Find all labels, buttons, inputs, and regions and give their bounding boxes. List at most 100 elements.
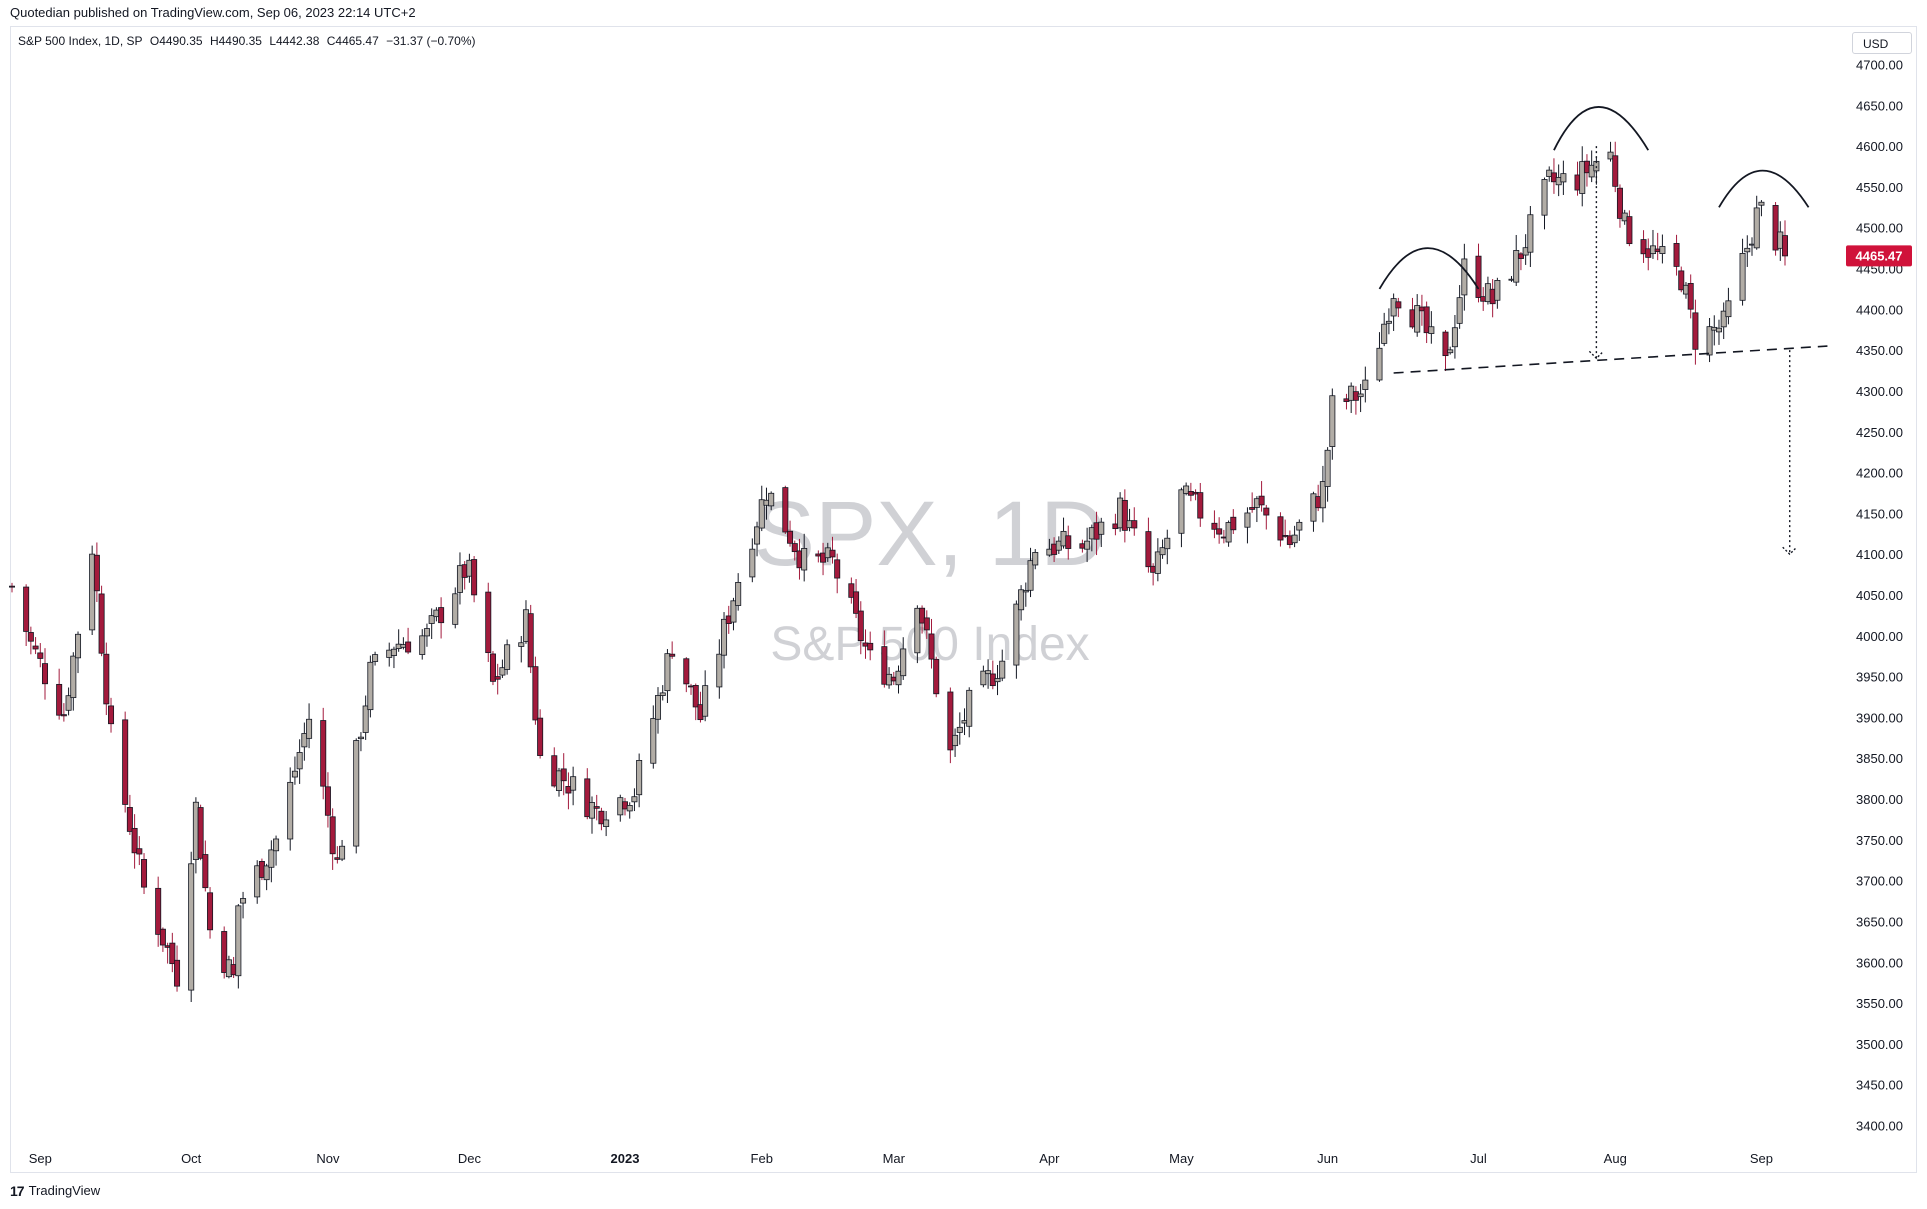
candle-body (159, 928, 166, 946)
legend-symbol[interactable]: S&P 500 Index, 1D, SP (18, 34, 143, 48)
candle-body (131, 827, 138, 854)
candle (1720, 302, 1727, 340)
candles (8, 141, 1789, 1002)
candle-body (1612, 155, 1619, 187)
candle-body (857, 610, 864, 642)
candle (23, 584, 30, 646)
candle-body (994, 678, 1001, 683)
candle-body (956, 726, 963, 733)
candle-body (221, 931, 228, 973)
candle (598, 807, 605, 831)
candle (626, 802, 633, 819)
candle (263, 863, 270, 891)
time-tick-label: Oct (181, 1151, 202, 1166)
price-tick-label: 4500.00 (1856, 221, 1903, 236)
pattern-arc[interactable] (1553, 106, 1650, 151)
candle (471, 556, 478, 603)
candle-body (1451, 327, 1458, 348)
time-tick-label: Dec (458, 1151, 482, 1166)
currency-button[interactable]: USD (1852, 32, 1912, 54)
candle-body (1296, 521, 1303, 531)
candle-body (263, 865, 270, 881)
candle-body (471, 559, 478, 596)
candle (527, 604, 534, 674)
candle (1197, 482, 1204, 527)
candle-body (1121, 499, 1128, 531)
candle (716, 639, 723, 699)
candle (650, 705, 657, 769)
candle (1178, 487, 1185, 548)
candle-body (867, 642, 874, 651)
candle (933, 656, 940, 698)
candle (914, 605, 921, 664)
candle-body (881, 646, 888, 685)
candle-body (37, 652, 44, 659)
candle (956, 712, 963, 745)
price-tick-label: 4400.00 (1856, 302, 1903, 317)
candle-body (999, 660, 1006, 679)
candle-body (324, 786, 331, 816)
candle (197, 804, 204, 861)
candle (8, 582, 15, 593)
chart-frame[interactable] (10, 26, 1917, 1173)
candle (857, 601, 864, 655)
candle-body (1324, 449, 1331, 487)
pattern-arc[interactable] (1378, 247, 1480, 290)
candle (1357, 383, 1364, 413)
candle-body (1154, 551, 1161, 574)
candle (169, 932, 176, 973)
candle-body (1164, 537, 1171, 550)
price-tick-label: 3600.00 (1856, 955, 1903, 970)
candle-body (914, 607, 921, 654)
candle-body (122, 719, 129, 805)
candle (952, 728, 959, 757)
candle-body (1159, 547, 1166, 556)
candlestick-chart[interactable]: SPX, 1D S&P 500 Index 3400.00 3450.00 3500… (0, 0, 1927, 1180)
candle (980, 665, 987, 688)
candle (853, 579, 860, 619)
price-tick-label: 4300.00 (1856, 384, 1903, 399)
candle (1513, 234, 1520, 286)
candle (560, 753, 567, 796)
candle-body (631, 796, 638, 803)
candle-body (8, 585, 15, 588)
candle-body (1018, 589, 1025, 611)
candle (419, 629, 426, 660)
candle (1249, 492, 1256, 513)
candle-body (1258, 495, 1265, 506)
price-tick-label: 3800.00 (1856, 792, 1903, 807)
price-tick-label: 3700.00 (1856, 874, 1903, 889)
candle (1541, 177, 1548, 230)
price-tick-label: 4150.00 (1856, 506, 1903, 521)
candle (131, 814, 138, 869)
candle-body (268, 849, 275, 868)
candle-body (787, 530, 794, 544)
price-tick-label: 3500.00 (1856, 1037, 1903, 1052)
candle-body (1447, 349, 1454, 354)
footer-branding[interactable]: 17 TradingView (10, 1180, 100, 1202)
time-axis[interactable]: Sep Oct Nov Dec 2023 Feb Mar Apr May Jun Jul Aug Sep (29, 1151, 1773, 1166)
candle (537, 709, 544, 759)
candle (494, 663, 501, 695)
candle (1376, 332, 1383, 382)
neckline-dashed[interactable] (1393, 345, 1828, 374)
candle-body (1362, 379, 1369, 390)
candle (1753, 195, 1760, 250)
candle (1616, 184, 1623, 228)
annotations[interactable] (1378, 106, 1828, 556)
pattern-arc[interactable] (1718, 169, 1810, 208)
candle (504, 639, 511, 675)
candle (1739, 238, 1746, 306)
candle (1725, 287, 1732, 325)
candle-body (329, 816, 336, 855)
price-axis[interactable]: 3400.00 3450.00 3500.00 3550.00 3600.00 3650.… (1856, 57, 1903, 1133)
candle (1447, 346, 1454, 355)
candle (136, 836, 143, 866)
candle (108, 697, 115, 733)
candle-body (659, 692, 666, 696)
candle-body (1084, 540, 1091, 550)
candle (603, 811, 610, 837)
candle-body (306, 718, 313, 739)
candle-body (32, 645, 39, 650)
candle-body (791, 543, 798, 553)
